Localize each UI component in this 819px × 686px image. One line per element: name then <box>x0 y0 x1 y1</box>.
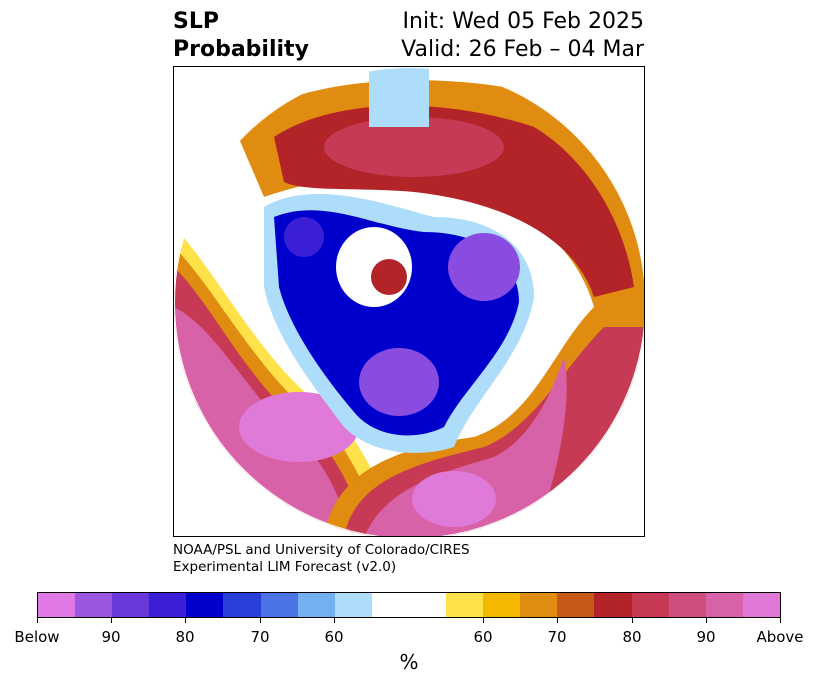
colorbar-tick-mark <box>260 618 261 623</box>
credit-line-1: NOAA/PSL and University of Colorado/CIRE… <box>173 542 470 558</box>
colorbar-segment <box>112 593 150 617</box>
region-red-high-center <box>371 259 407 295</box>
colorbar-segment <box>668 593 706 617</box>
colorbar-segment <box>742 593 780 617</box>
colorbar-segment <box>371 593 447 617</box>
region-magenta-pacific <box>239 392 359 462</box>
date-info: Init: Wed 05 Feb 2025 Valid: 26 Feb – 04… <box>401 8 644 64</box>
region-blue-low-3 <box>284 217 324 257</box>
subtitle-label: Probability <box>173 37 309 62</box>
map-disc-edge <box>174 67 644 536</box>
colorbar-segment <box>223 593 261 617</box>
variable-label: SLP <box>173 9 219 34</box>
colorbar-segment <box>631 593 669 617</box>
colorbar-tick-mark <box>37 618 38 623</box>
probability-map-svg <box>174 67 644 536</box>
colorbar-tick-mark <box>780 618 781 623</box>
colorbar-tick-label: 90 <box>696 628 716 646</box>
colorbar-tick-mark <box>334 618 335 623</box>
colorbar-tick-label: 80 <box>175 628 195 646</box>
colorbar-segment <box>334 593 372 617</box>
colorbar-tick-mark <box>185 618 186 623</box>
colorbar-segment <box>446 593 484 617</box>
colorbar-tick-label: 70 <box>547 628 567 646</box>
colorbar-tick-label: 60 <box>473 628 493 646</box>
colorbar-tick-label: 80 <box>622 628 642 646</box>
credit-text: NOAA/PSL and University of Colorado/CIRE… <box>173 542 470 576</box>
colorbar-tick-label: Above <box>756 628 804 646</box>
colorbar-tick-label: 90 <box>101 628 121 646</box>
colorbar-tick-label: Below <box>14 628 60 646</box>
colorbar-units: % <box>399 650 419 674</box>
colorbar-segment <box>149 593 187 617</box>
colorbar-segment <box>557 593 595 617</box>
region-purple-low-2 <box>359 348 439 416</box>
colorbar-segment <box>705 593 743 617</box>
colorbar-segment <box>297 593 335 617</box>
forecast-map <box>173 66 645 537</box>
colorbar-segment <box>594 593 632 617</box>
colorbar-segment <box>260 593 298 617</box>
colorbar-segment <box>520 593 558 617</box>
colorbar-tick-mark <box>706 618 707 623</box>
region-rose-eurasia <box>324 117 504 177</box>
region-magenta-atlantic <box>412 471 496 527</box>
colorbar-segment <box>186 593 224 617</box>
colorbar-segment <box>75 593 113 617</box>
init-date: Init: Wed 05 Feb 2025 <box>402 9 644 34</box>
map-title: SLP Probability <box>173 8 309 64</box>
colorbar-tick-mark <box>483 618 484 623</box>
colorbar <box>37 592 781 618</box>
colorbar-tick-label: 60 <box>324 628 344 646</box>
valid-date: Valid: 26 Feb – 04 Mar <box>401 37 644 62</box>
colorbar-tick-mark <box>632 618 633 623</box>
region-purple-low-1 <box>448 233 520 301</box>
region-lightblue-north <box>369 67 429 127</box>
colorbar-tick-mark <box>111 618 112 623</box>
colorbar-tick-mark <box>557 618 558 623</box>
colorbar-segment <box>483 593 521 617</box>
colorbar-segment <box>38 593 76 617</box>
colorbar-tick-label: 70 <box>250 628 270 646</box>
credit-line-2: Experimental LIM Forecast (v2.0) <box>173 559 397 575</box>
